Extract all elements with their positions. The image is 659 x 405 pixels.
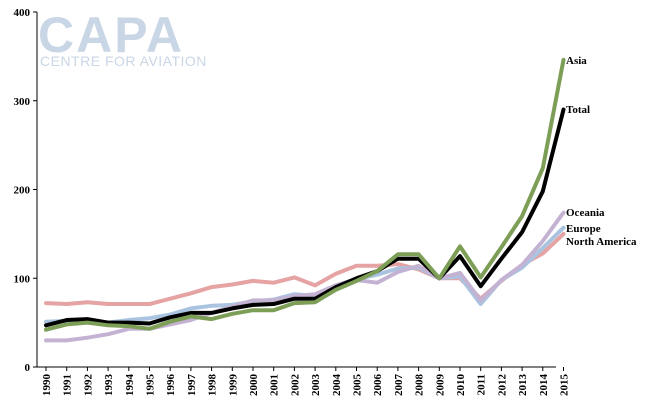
series-label-north-america: North America <box>566 236 637 248</box>
x-tick-label: 2007 <box>393 374 405 397</box>
y-tick-label: 0 <box>25 362 31 374</box>
y-tick-label: 200 <box>14 185 31 197</box>
y-tick-label: 300 <box>14 96 31 108</box>
x-tick-label: 1999 <box>227 374 239 397</box>
capa-logo: CAPA CENTRE FOR AVIATION <box>38 7 207 69</box>
x-tick-label: 2001 <box>269 374 281 396</box>
x-tick-label: 2002 <box>289 374 301 397</box>
x-tick-label: 2014 <box>538 374 550 397</box>
y-tick-label: 100 <box>14 273 31 285</box>
logo-sub-text: CENTRE FOR AVIATION <box>40 53 207 69</box>
series-label-oceania: Oceania <box>566 207 605 219</box>
x-tick-label: 2004 <box>331 374 343 397</box>
series-label-total: Total <box>566 104 590 116</box>
x-tick-label: 1997 <box>186 374 198 397</box>
axes: 0 100 200 300 400 1990 1991 1992 1993 1994 1995 199… <box>14 7 571 396</box>
x-tick-label: 2010 <box>455 374 467 397</box>
x-tick-label: 2011 <box>476 374 488 395</box>
series-line-europe <box>44 225 566 325</box>
x-tick-label: 2013 <box>517 374 529 397</box>
y-tick-label: 400 <box>14 7 31 19</box>
x-tick-label: 1994 <box>124 374 136 397</box>
series-line-total <box>44 107 566 328</box>
series-line-oceania <box>44 210 566 343</box>
x-tick-label: 1996 <box>165 374 177 397</box>
x-tick-label: 1995 <box>145 374 157 397</box>
x-tick-label: 2008 <box>414 374 426 397</box>
x-tick-label: 2006 <box>372 374 384 397</box>
x-tick-label: 2000 <box>248 374 260 397</box>
x-tick-label: 1993 <box>103 374 115 397</box>
x-tick-label: 2005 <box>352 374 364 397</box>
series-label-europe: Europe <box>566 223 601 235</box>
series-lines <box>44 57 566 343</box>
x-tick-label: 1998 <box>207 374 219 397</box>
series-label-asia: Asia <box>566 55 587 67</box>
x-tick-label: 2015 <box>559 374 571 397</box>
x-tick-label: 1992 <box>82 374 94 397</box>
series-line-asia <box>44 57 566 332</box>
x-tick-label: 1991 <box>62 374 74 396</box>
x-tick-label: 2003 <box>310 374 322 397</box>
x-tick-label: 1990 <box>41 374 53 397</box>
logo-main-text: CAPA <box>38 7 184 63</box>
x-tick-label: 2009 <box>434 374 446 397</box>
x-tick-label: 2012 <box>496 374 508 397</box>
